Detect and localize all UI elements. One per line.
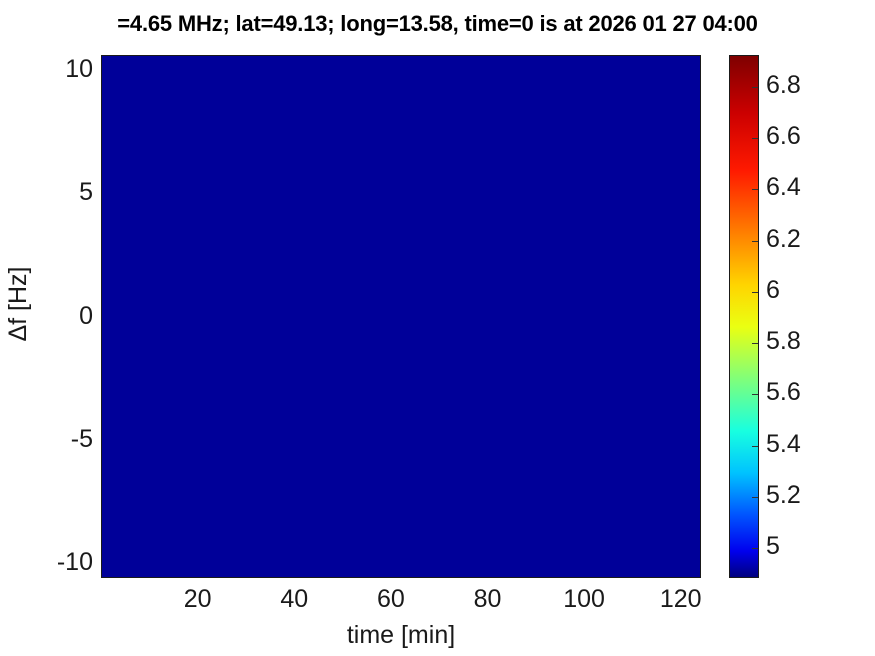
x-tick-label: 40 <box>280 585 309 613</box>
colorbar-tick-mark <box>752 240 758 242</box>
y-tick-label: 5 <box>79 178 93 207</box>
heatmap-surface <box>102 56 700 577</box>
colorbar-tick-mark <box>752 548 758 550</box>
y-tick-label: -5 <box>70 424 93 453</box>
colorbar-tick-label: 6 <box>766 275 780 304</box>
x-tick-label: 120 <box>659 585 702 613</box>
colorbar-tick-label: 5.6 <box>766 378 801 407</box>
colorbar[interactable] <box>729 55 759 578</box>
heatmap-axes[interactable] <box>101 55 701 578</box>
figure-title: =4.65 MHz; lat=49.13; long=13.58, time=0… <box>117 11 758 36</box>
colorbar-tick-label: 5 <box>766 532 780 561</box>
x-tick-label: 20 <box>183 585 212 613</box>
colorbar-tick-label: 5.8 <box>766 327 801 356</box>
colorbar-tick-mark <box>752 445 758 447</box>
colorbar-tick-mark <box>752 138 758 140</box>
colorbar-tick-mark <box>752 394 758 396</box>
y-axis: 10 5 0 -5 -10 <box>0 0 93 656</box>
colorbar-tick-mark <box>752 496 758 498</box>
y-tick-label: -10 <box>56 548 93 577</box>
colorbar-tick-label: 5.4 <box>766 429 801 458</box>
y-tick-label: 10 <box>65 54 93 83</box>
colorbar-tick-mark <box>752 86 758 88</box>
x-tick-label: 100 <box>563 585 605 613</box>
colorbar-tick-mark <box>752 343 758 345</box>
colorbar-tick-label: 6.2 <box>766 224 801 253</box>
colorbar-tick-mark <box>752 189 758 191</box>
x-axis-label: time [min] <box>346 621 456 649</box>
colorbar-tick-mark <box>752 291 758 293</box>
x-tick-label: 60 <box>376 585 405 613</box>
x-tick-label: 80 <box>473 585 502 613</box>
colorbar-tick-label: 6.4 <box>766 173 801 202</box>
colorbar-tick-label: 6.6 <box>766 122 801 151</box>
y-tick-label: 0 <box>79 301 93 330</box>
colorbar-tick-label: 6.8 <box>766 70 801 99</box>
colorbar-gradient <box>730 56 758 577</box>
colorbar-tick-label: 5.2 <box>766 480 801 509</box>
